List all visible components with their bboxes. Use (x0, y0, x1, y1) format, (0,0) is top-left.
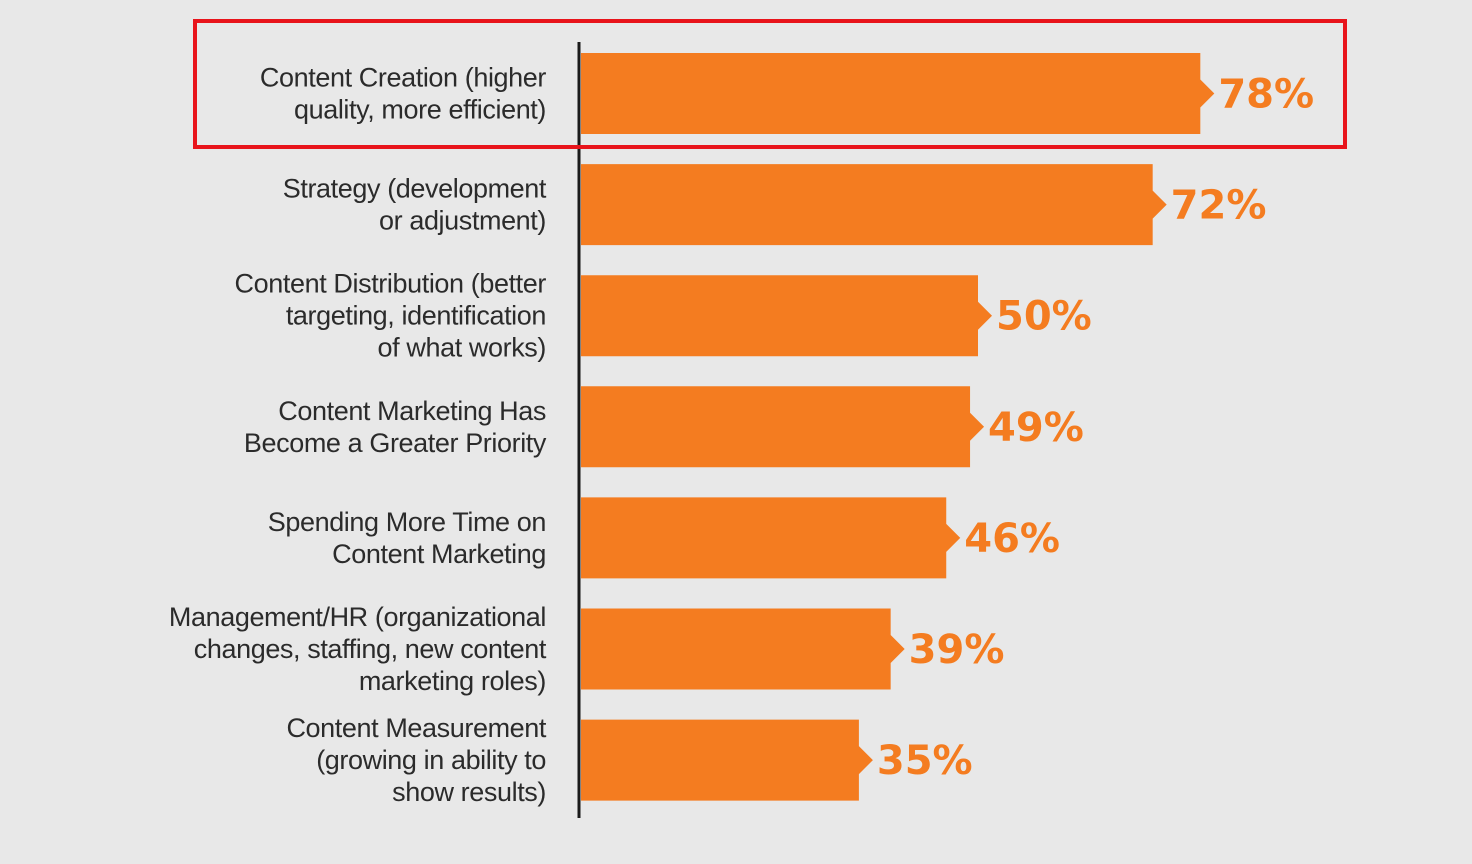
bar-3 (581, 386, 985, 468)
category-label-0-line-0: Content Creation (higher (260, 63, 546, 93)
highlight-box (193, 19, 1347, 149)
bars-group (581, 53, 1215, 801)
category-label-3: Content Marketing Has Become a Greater Pr… (244, 396, 547, 458)
category-label-6: Content Measurement (growing in ability t… (286, 713, 546, 807)
value-label-1: 72% (1171, 183, 1267, 229)
category-label-6-line-0: Content Measurement (286, 713, 546, 743)
bar-5 (581, 608, 905, 690)
category-label-4-line-1: Content Marketing (332, 539, 546, 569)
value-label-5: 39% (909, 627, 1005, 673)
category-label-4: Spending More Time on Content Marketing (268, 507, 546, 569)
category-label-0-line-1: quality, more efficient) (294, 95, 546, 125)
bar-4 (581, 497, 961, 579)
category-label-0: Content Creation (higher quality, more ef… (260, 63, 546, 125)
category-label-5-line-0: Management/HR (organizational (169, 602, 546, 632)
value-labels-group: 78% 72% 50% 49% 46% 39% 35% (877, 72, 1314, 785)
category-label-5: Management/HR (organizational changes, st… (169, 602, 547, 696)
category-label-3-line-1: Become a Greater Priority (244, 428, 547, 458)
value-label-0: 78% (1218, 72, 1314, 118)
bar-0 (581, 53, 1215, 134)
value-label-3: 49% (988, 405, 1084, 451)
category-label-3-line-0: Content Marketing Has (278, 396, 546, 426)
category-label-2-line-1: targeting, identification (286, 301, 546, 331)
category-label-6-line-2: show results) (392, 777, 546, 807)
category-label-2-line-0: Content Distribution (better (235, 269, 547, 299)
bar-2 (581, 275, 992, 357)
category-label-6-line-1: (growing in ability to (316, 745, 546, 775)
category-label-5-line-1: changes, staffing, new content (194, 634, 547, 664)
bar-1 (581, 164, 1167, 246)
category-label-1-line-1: or adjustment) (379, 206, 546, 236)
category-label-1-line-0: Strategy (development (283, 174, 547, 204)
category-labels-group: Content Creation (higher quality, more ef… (169, 63, 547, 808)
category-label-4-line-0: Spending More Time on (268, 507, 546, 537)
category-label-2-line-2: of what works) (378, 333, 546, 363)
category-label-2: Content Distribution (better targeting, i… (235, 269, 547, 363)
value-label-4: 46% (964, 516, 1060, 562)
category-label-1: Strategy (development or adjustment) (283, 174, 547, 236)
bar-6 (581, 719, 873, 801)
value-label-2: 50% (996, 294, 1092, 340)
value-label-6: 35% (877, 738, 973, 784)
category-label-5-line-2: marketing roles) (359, 666, 546, 696)
